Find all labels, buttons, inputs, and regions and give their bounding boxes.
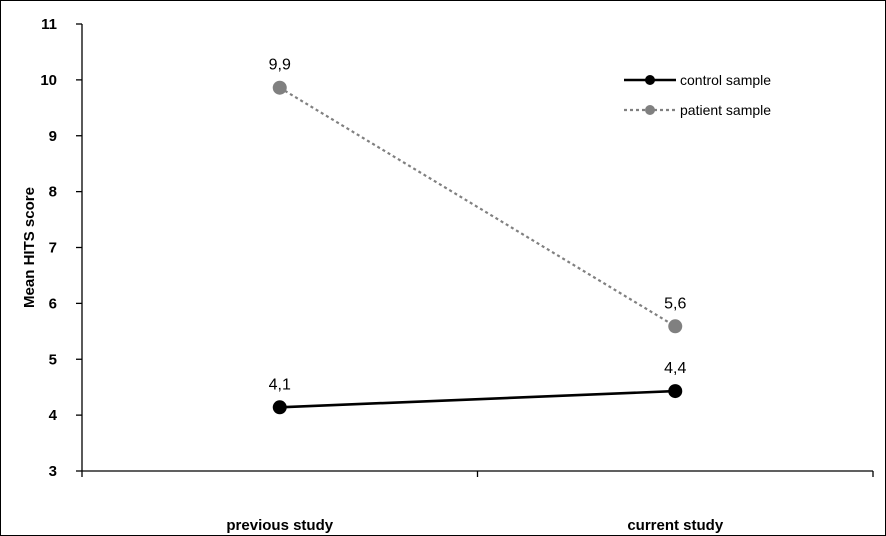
data-label: 9,9 — [269, 57, 291, 74]
y-tick-label: 10 — [40, 72, 57, 89]
data-label: 4,4 — [664, 360, 686, 377]
series-line-2 — [279, 86, 676, 328]
y-tick-label: 8 — [49, 184, 57, 201]
y-tick-label: 4 — [49, 407, 58, 424]
series-line-1 — [279, 389, 676, 409]
data-point — [668, 384, 683, 399]
legend-marker — [645, 75, 655, 85]
data-label: 5,6 — [664, 295, 686, 312]
y-tick-label: 5 — [49, 351, 57, 368]
data-point — [668, 319, 683, 334]
data-point — [272, 400, 287, 415]
legend-marker — [645, 105, 655, 115]
data-point — [272, 80, 287, 95]
x-category-label: current study — [627, 517, 724, 534]
y-axis-title: Mean HITS score — [21, 187, 38, 308]
x-category-label: previous study — [226, 517, 333, 534]
y-tick-label: 6 — [49, 295, 57, 312]
y-tick-label: 9 — [49, 128, 57, 145]
y-tick-label: 11 — [41, 16, 57, 33]
data-label: 4,1 — [269, 376, 291, 393]
y-tick-label: 7 — [49, 240, 57, 257]
legend-label: patient sample — [680, 102, 771, 118]
legend-label: control sample — [680, 72, 771, 88]
y-tick-label: 3 — [49, 463, 57, 480]
